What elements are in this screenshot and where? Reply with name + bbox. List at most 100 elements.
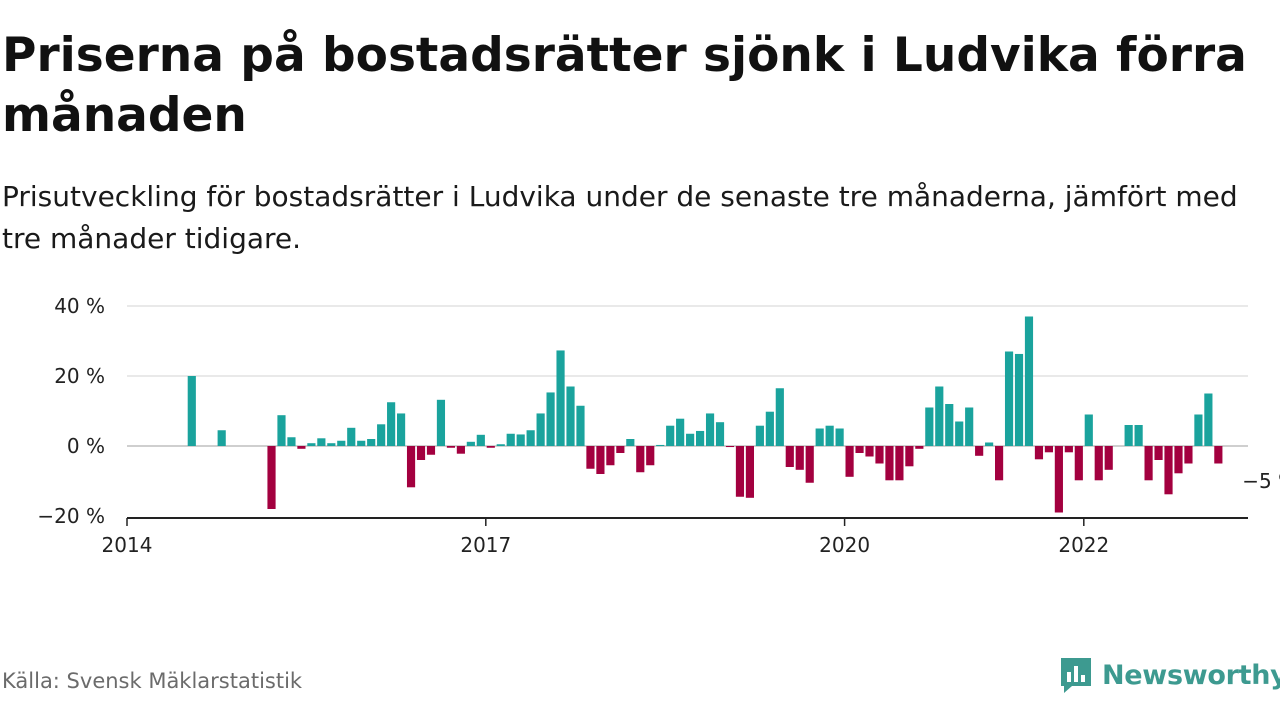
bar: [795, 446, 804, 470]
bar: [1004, 351, 1014, 446]
bar: [1144, 446, 1153, 481]
bar: [1014, 353, 1024, 446]
annotations: −5 %: [1242, 469, 1280, 493]
bar: [875, 446, 884, 464]
bar: [835, 428, 844, 446]
newsworthy-logo-icon: [1061, 658, 1091, 693]
bar: [755, 425, 764, 446]
bar: [496, 444, 505, 446]
bar: [1024, 316, 1034, 446]
bar: [506, 433, 515, 446]
bar: [277, 415, 286, 446]
bar: [367, 439, 376, 446]
last-value-label: −5 %: [1242, 469, 1280, 493]
bar: [765, 411, 774, 446]
bar: [1184, 446, 1193, 464]
y-axis-labels: −20 % 0 % 20 % 40 %: [37, 294, 105, 528]
bar: [855, 446, 864, 453]
x-tick-label: 2014: [102, 533, 153, 557]
bar: [745, 446, 754, 498]
bar: [775, 388, 784, 446]
x-tick-label: 2017: [460, 533, 511, 557]
bar: [905, 446, 914, 467]
bar: [456, 446, 465, 454]
bar: [426, 446, 436, 455]
y-tick-label: 40 %: [54, 294, 105, 318]
bar: [357, 440, 366, 446]
bar: [1064, 446, 1073, 453]
bar: [785, 446, 794, 467]
bar: [566, 386, 575, 446]
bar: [1044, 446, 1053, 453]
bar: [1214, 446, 1223, 464]
bar: [586, 446, 595, 469]
bar: [187, 376, 196, 446]
bar: [676, 418, 685, 446]
x-tick-label: 2020: [819, 533, 870, 557]
bar: [466, 441, 475, 446]
bar: [546, 392, 555, 446]
bar: [705, 413, 715, 446]
bar: [596, 446, 605, 474]
bar: [865, 446, 874, 457]
bar: [436, 399, 446, 446]
bar: [636, 446, 645, 473]
bar: [815, 428, 824, 446]
bar: [516, 434, 525, 446]
bar: [626, 439, 635, 446]
bar: [1054, 446, 1063, 513]
page-title: Priserna på bostadsrätter sjönk i Ludvik…: [2, 28, 1247, 143]
bar: [377, 424, 386, 446]
bar: [845, 446, 854, 477]
bar: [935, 386, 944, 446]
bar: [975, 446, 984, 456]
bar: [287, 437, 296, 446]
bar: [825, 425, 834, 446]
bar: [1084, 414, 1093, 446]
bar: [307, 443, 316, 446]
bar: [715, 422, 725, 446]
bar: [606, 446, 615, 466]
bar: [666, 425, 675, 446]
bar: [1124, 425, 1133, 446]
bars: [187, 316, 1223, 513]
bar: [985, 442, 994, 446]
x-tick-label: 2022: [1058, 533, 1109, 557]
bar: [725, 446, 735, 448]
bar: [347, 427, 356, 446]
bar: [297, 446, 306, 449]
bar: [406, 446, 416, 488]
bar: [915, 446, 924, 449]
bar: [387, 402, 396, 446]
bar: [476, 434, 485, 446]
y-tick-label: −20 %: [37, 504, 105, 528]
bar: [446, 446, 455, 448]
bar: [696, 430, 705, 446]
y-tick-label: 0 %: [67, 434, 105, 458]
bar: [965, 407, 974, 446]
bar: [995, 446, 1004, 481]
bar: [616, 446, 625, 453]
bar: [1154, 446, 1163, 460]
bar: [895, 446, 904, 481]
bar: [955, 421, 964, 446]
bar: [885, 446, 894, 481]
bar: [1194, 414, 1203, 446]
bar: [416, 446, 426, 460]
bar: [805, 446, 814, 483]
bar: [576, 405, 585, 446]
bar: [1134, 425, 1143, 446]
bar: [656, 444, 665, 446]
newsworthy-logo[interactable]: Newsworthy: [1058, 655, 1280, 695]
bar: [1034, 446, 1044, 460]
bar: [1094, 446, 1103, 481]
y-tick-label: 20 %: [54, 364, 105, 388]
chart-subtitle: Prisutveckling för bostadsrätter i Ludvi…: [2, 180, 1238, 255]
source-note: Källa: Svensk Mäklarstatistik: [2, 669, 303, 693]
grid-lines: [127, 305, 1248, 447]
bar: [945, 404, 954, 446]
bar: [735, 446, 745, 497]
bar: [486, 446, 495, 448]
bar: [1204, 393, 1213, 446]
bar: [1074, 446, 1083, 481]
